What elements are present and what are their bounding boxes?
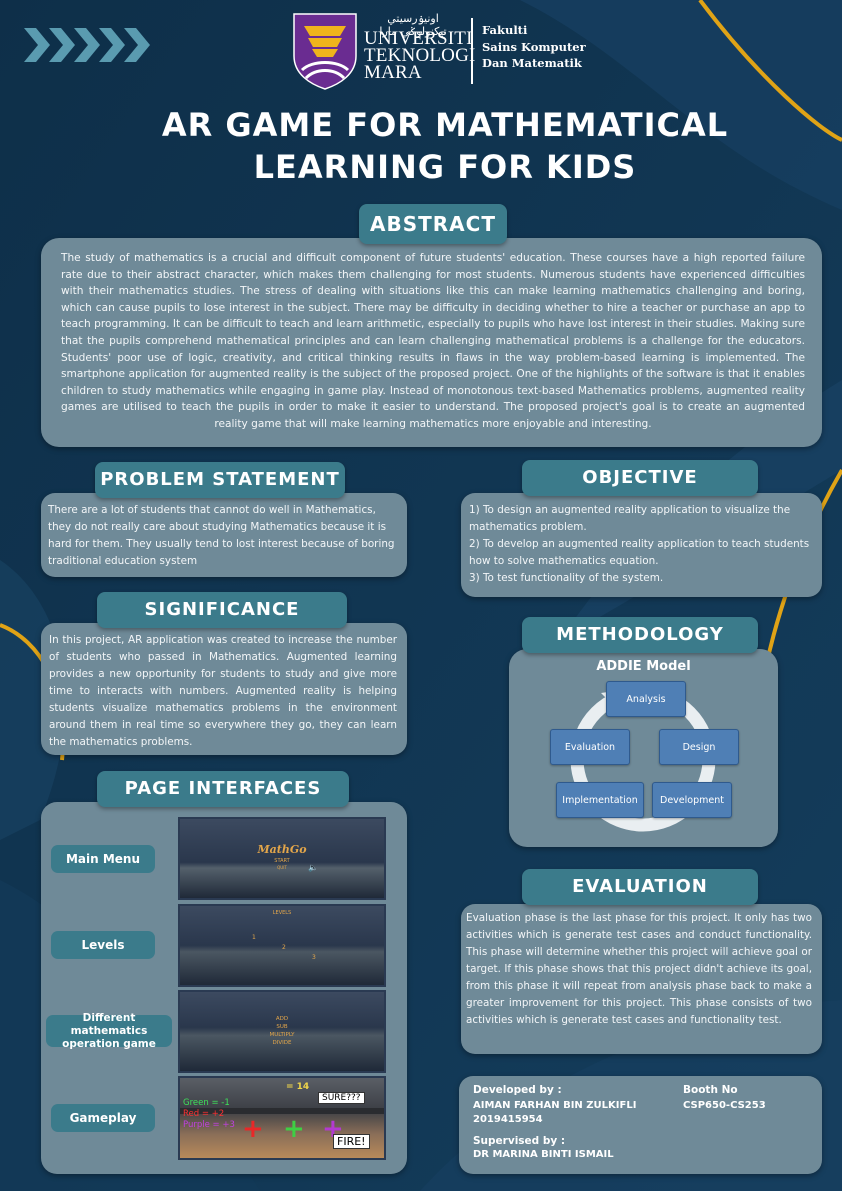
level-2-button: 2 <box>282 944 286 951</box>
credits-panel: Developed by : AIMAN FARHAN BIN ZULKIFLI… <box>459 1076 822 1174</box>
level-3-button: 3 <box>312 954 316 961</box>
equation-readout: = 14 <box>286 1082 310 1092</box>
problem-heading: PROBLEM STATEMENT <box>95 462 345 498</box>
university-line1: UNIVERSITI <box>364 28 473 49</box>
operation-add: ADD <box>275 1016 289 1022</box>
objective-item: 2) To develop an augmented reality appli… <box>469 538 810 567</box>
booth-label: Booth No <box>683 1084 738 1096</box>
methodology-heading: METHODOLOGY <box>522 617 758 653</box>
significance-text: In this project, AR application was crea… <box>49 634 397 748</box>
problem-text: There are a lot of students that cannot … <box>48 504 395 567</box>
arabic-script: اونيۏرسيتي تيكنولوݢي مارا <box>379 12 447 38</box>
speaker-icon: 🔈 <box>308 863 318 872</box>
mathgo-title: MathGo <box>257 843 307 856</box>
gameplay-screenshot: = 14 Green = -1 Red = +2 Purple = +3 SUR… <box>178 1076 386 1160</box>
green-plus-icon: + <box>283 1114 305 1144</box>
booth-value: CSP650-CS253 <box>683 1100 766 1111</box>
addie-implementation-node: Implementation <box>556 782 644 818</box>
abstract-heading: ABSTRACT <box>359 204 507 244</box>
objective-panel: 1) To design an augmented reality applic… <box>461 493 822 597</box>
operation-multiply: MULTIPLY <box>269 1032 295 1038</box>
problem-panel: There are a lot of students that cannot … <box>41 493 407 577</box>
levels-header: LEVELS <box>272 910 292 916</box>
label-main-menu: Main Menu <box>51 845 155 873</box>
addie-design-node: Design <box>659 729 739 765</box>
significance-panel: In this project, AR application was crea… <box>41 623 407 755</box>
red-rule: Red = +2 <box>183 1109 225 1119</box>
developed-label: Developed by : <box>473 1084 562 1096</box>
addie-evaluation-node: Evaluation <box>550 729 630 765</box>
faculty-line1: Fakulti <box>482 23 528 37</box>
university-name: UNIVERSITI TEKNOLOGI MARA <box>364 28 476 83</box>
chevron-arrows-decoration <box>24 28 154 66</box>
label-gameplay: Gameplay <box>51 1104 155 1132</box>
level-1-button: 1 <box>252 934 256 941</box>
sure-button: SURE??? <box>318 1092 365 1104</box>
faculty-name: Fakulti Sains Komputer Dan Matematik <box>482 22 586 72</box>
objective-heading: OBJECTIVE <box>522 460 758 496</box>
operation-sub: SUB <box>276 1024 288 1030</box>
objective-item: 1) To design an augmented reality applic… <box>469 504 791 533</box>
operations-screenshot: ADD SUB MULTIPLY DIVIDE <box>178 990 386 1073</box>
developer-name: AIMAN FARHAN BIN ZULKIFLI <box>473 1100 637 1111</box>
addie-title: ADDIE Model <box>596 659 691 674</box>
evaluation-heading: EVALUATION <box>522 869 758 905</box>
abstract-text: The study of mathematics is a crucial an… <box>61 252 805 430</box>
red-plus-icon: + <box>242 1114 264 1144</box>
title-line1: AR GAME FOR MATHEMATICAL <box>161 106 729 144</box>
objective-item: 3) To test functionality of the system. <box>469 572 664 584</box>
addie-analysis-node: Analysis <box>606 681 686 717</box>
operation-divide: DIVIDE <box>272 1040 292 1046</box>
addie-development-node: Development <box>652 782 732 818</box>
methodology-panel: ADDIE Model Analysis Design Development … <box>509 649 778 847</box>
start-label: START <box>274 858 290 864</box>
university-line3: MARA <box>364 62 422 83</box>
quit-label: QUIT <box>277 865 287 870</box>
objective-list: 1) To design an augmented reality applic… <box>469 502 815 587</box>
green-rule: Green = -1 <box>183 1098 230 1108</box>
supervisor-name: DR MARINA BINTI ISMAIL <box>473 1149 614 1160</box>
gameplay-shelf <box>180 1108 384 1114</box>
header-divider <box>471 18 473 84</box>
abstract-panel: The study of mathematics is a crucial an… <box>41 238 822 447</box>
label-operations: Different mathematics operation game <box>46 1012 172 1050</box>
supervised-label: Supervised by : <box>473 1135 566 1147</box>
title-line2: LEARNING FOR KIDS <box>253 148 637 186</box>
uitm-logo <box>292 12 358 90</box>
purple-rule: Purple = +3 <box>183 1120 235 1130</box>
faculty-line3: Dan Matematik <box>482 56 582 70</box>
main-menu-screenshot: MathGo START QUIT 🔈 <box>178 817 386 900</box>
faculty-line2: Sains Komputer <box>482 39 586 54</box>
university-line2: TEKNOLOGI <box>364 45 476 66</box>
evaluation-panel: Evaluation phase is the last phase for t… <box>461 904 822 1054</box>
significance-heading: SIGNIFICANCE <box>97 592 347 628</box>
interfaces-heading: PAGE INTERFACES <box>97 771 349 807</box>
developer-id: 2019415954 <box>473 1114 543 1125</box>
levels-screenshot: LEVELS 1 2 3 <box>178 904 386 987</box>
fire-button: FIRE! <box>333 1134 370 1149</box>
label-levels: Levels <box>51 931 155 959</box>
poster-title: AR GAME FOR MATHEMATICAL LEARNING FOR KI… <box>60 104 830 188</box>
evaluation-text: Evaluation phase is the last phase for t… <box>466 912 812 1026</box>
